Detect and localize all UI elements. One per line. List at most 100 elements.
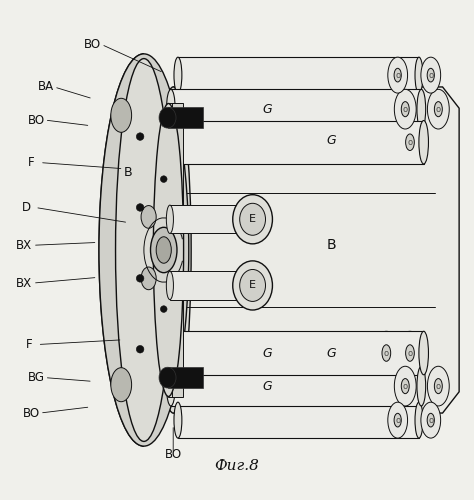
Ellipse shape bbox=[156, 237, 171, 263]
Ellipse shape bbox=[111, 368, 132, 402]
Ellipse shape bbox=[421, 402, 441, 438]
Text: E: E bbox=[249, 280, 256, 290]
Ellipse shape bbox=[159, 108, 176, 128]
Text: G: G bbox=[263, 102, 273, 116]
Text: o: o bbox=[408, 348, 412, 358]
Ellipse shape bbox=[398, 120, 422, 164]
Ellipse shape bbox=[394, 68, 401, 82]
Circle shape bbox=[137, 346, 144, 353]
Ellipse shape bbox=[434, 378, 442, 394]
Circle shape bbox=[137, 204, 144, 211]
Bar bbox=[167, 108, 203, 128]
Bar bbox=[166, 332, 424, 375]
Ellipse shape bbox=[401, 102, 409, 116]
Ellipse shape bbox=[421, 57, 441, 93]
Ellipse shape bbox=[161, 332, 171, 375]
Ellipse shape bbox=[159, 367, 176, 388]
Text: o: o bbox=[408, 138, 412, 146]
Ellipse shape bbox=[240, 270, 265, 302]
Text: G: G bbox=[263, 346, 273, 360]
Text: B: B bbox=[124, 166, 133, 178]
Ellipse shape bbox=[151, 228, 177, 272]
Ellipse shape bbox=[401, 378, 409, 394]
Text: B: B bbox=[327, 238, 337, 252]
Ellipse shape bbox=[427, 68, 434, 82]
Bar bbox=[172, 104, 182, 397]
Ellipse shape bbox=[374, 332, 398, 375]
Ellipse shape bbox=[428, 366, 449, 406]
Text: BX: BX bbox=[16, 239, 32, 252]
Ellipse shape bbox=[99, 54, 189, 446]
Text: o: o bbox=[428, 70, 433, 80]
Ellipse shape bbox=[394, 90, 416, 129]
Ellipse shape bbox=[166, 366, 175, 406]
Text: o: o bbox=[428, 416, 433, 424]
Bar bbox=[170, 205, 253, 234]
Ellipse shape bbox=[406, 345, 414, 362]
Polygon shape bbox=[99, 54, 144, 446]
Text: o: o bbox=[436, 382, 441, 390]
Ellipse shape bbox=[233, 194, 273, 244]
Ellipse shape bbox=[141, 267, 156, 289]
Ellipse shape bbox=[382, 345, 391, 362]
Text: o: o bbox=[384, 348, 389, 358]
Ellipse shape bbox=[388, 402, 408, 438]
Bar bbox=[171, 90, 421, 129]
Ellipse shape bbox=[394, 366, 416, 406]
Ellipse shape bbox=[419, 332, 428, 375]
Ellipse shape bbox=[116, 58, 172, 442]
Ellipse shape bbox=[428, 90, 449, 129]
Bar bbox=[178, 402, 419, 438]
Text: BG: BG bbox=[27, 371, 45, 384]
Ellipse shape bbox=[417, 366, 426, 406]
Text: BX: BX bbox=[16, 276, 32, 289]
Bar bbox=[170, 272, 253, 299]
Text: o: o bbox=[395, 70, 400, 80]
Ellipse shape bbox=[141, 206, 156, 229]
Ellipse shape bbox=[427, 414, 434, 427]
Ellipse shape bbox=[233, 261, 273, 310]
Text: BO: BO bbox=[84, 38, 101, 51]
Text: D: D bbox=[22, 201, 31, 214]
Text: o: o bbox=[403, 382, 408, 390]
Ellipse shape bbox=[415, 402, 423, 438]
Text: G: G bbox=[263, 380, 273, 392]
Ellipse shape bbox=[394, 414, 401, 427]
Ellipse shape bbox=[155, 87, 191, 413]
Ellipse shape bbox=[240, 204, 265, 236]
Text: BO: BO bbox=[23, 406, 40, 420]
Text: o: o bbox=[403, 104, 408, 114]
Ellipse shape bbox=[434, 102, 442, 116]
Bar bbox=[178, 57, 419, 93]
Text: BO: BO bbox=[27, 114, 45, 126]
Ellipse shape bbox=[166, 90, 175, 129]
Circle shape bbox=[137, 133, 144, 140]
Ellipse shape bbox=[166, 205, 173, 234]
Circle shape bbox=[137, 274, 144, 282]
Ellipse shape bbox=[419, 120, 428, 164]
Text: o: o bbox=[436, 104, 441, 114]
Ellipse shape bbox=[174, 402, 182, 438]
Ellipse shape bbox=[166, 272, 173, 299]
Ellipse shape bbox=[417, 90, 426, 129]
Ellipse shape bbox=[406, 134, 414, 150]
Text: F: F bbox=[28, 156, 35, 169]
Ellipse shape bbox=[398, 332, 422, 375]
Circle shape bbox=[160, 306, 167, 312]
Text: BO: BO bbox=[164, 448, 182, 460]
Ellipse shape bbox=[415, 57, 423, 93]
Ellipse shape bbox=[154, 104, 183, 397]
Text: Фиг.8: Фиг.8 bbox=[215, 460, 259, 473]
Ellipse shape bbox=[111, 98, 132, 132]
Text: G: G bbox=[327, 134, 337, 147]
Text: G: G bbox=[327, 346, 337, 360]
Ellipse shape bbox=[388, 57, 408, 93]
Bar bbox=[166, 120, 424, 164]
Text: o: o bbox=[395, 416, 400, 424]
Circle shape bbox=[160, 176, 167, 182]
Ellipse shape bbox=[174, 57, 182, 93]
Bar bbox=[171, 366, 421, 406]
Polygon shape bbox=[173, 87, 459, 413]
Text: BA: BA bbox=[37, 80, 54, 94]
Text: E: E bbox=[249, 214, 256, 224]
